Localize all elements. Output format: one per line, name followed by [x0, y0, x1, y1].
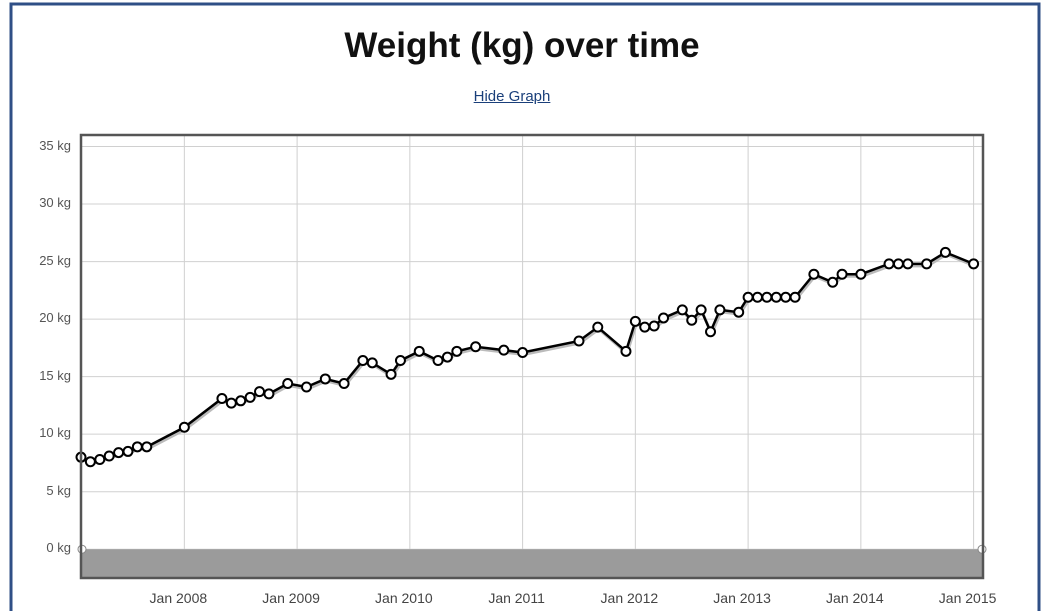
point: [883, 258, 895, 270]
x-tick-label: Jan 2010: [375, 590, 433, 606]
point: [319, 373, 331, 385]
point: [592, 321, 604, 333]
zero-band: [81, 549, 983, 578]
point: [366, 357, 378, 369]
point: [639, 321, 651, 333]
x-tick-label: Jan 2012: [601, 590, 659, 606]
point: [705, 326, 717, 338]
point: [629, 315, 641, 327]
point: [648, 320, 660, 332]
series: [75, 246, 980, 468]
point: [498, 344, 510, 356]
point: [517, 346, 529, 358]
x-tick-label: Jan 2014: [826, 590, 884, 606]
hide-graph-link[interactable]: Hide Graph: [473, 88, 551, 105]
point: [178, 421, 190, 433]
y-tick-label: 30 kg: [39, 195, 71, 211]
point: [752, 291, 763, 303]
point: [770, 291, 782, 303]
chart-title: Weight (kg) over time: [344, 26, 700, 65]
point: [921, 258, 933, 270]
point: [254, 386, 266, 398]
point: [141, 441, 153, 453]
point: [620, 345, 632, 357]
point: [225, 397, 237, 409]
plot-border: [79, 133, 985, 580]
point: [855, 268, 867, 280]
point: [131, 441, 143, 453]
frame: [9, 2, 1041, 611]
point: [470, 341, 482, 353]
y-tick-label: 15 kg: [39, 367, 71, 383]
point: [244, 391, 256, 403]
point: [789, 291, 801, 303]
point: [892, 258, 904, 270]
y-tick-label: 10 kg: [39, 425, 71, 441]
point: [733, 306, 745, 318]
point: [263, 388, 275, 400]
point: [761, 291, 773, 303]
point: [714, 304, 726, 316]
point: [441, 351, 453, 363]
x-tick-label: Jan 2015: [939, 590, 997, 606]
y-tick-label: 5 kg: [46, 482, 71, 498]
x-tick-label: Jan 2009: [262, 590, 320, 606]
point: [658, 312, 670, 324]
point: [235, 395, 247, 407]
point: [84, 456, 96, 468]
point: [357, 355, 369, 367]
point: [394, 355, 406, 367]
point: [216, 392, 228, 404]
point: [808, 268, 820, 280]
point: [301, 381, 312, 393]
point: [122, 445, 134, 457]
hide-graph: Hide Graph: [0, 88, 1024, 105]
point: [385, 368, 397, 380]
x-tick-label: Jan 2013: [713, 590, 771, 606]
point: [338, 378, 350, 390]
point: [432, 355, 444, 367]
point: [836, 268, 848, 280]
below-zero-band: [77, 544, 987, 578]
point: [103, 450, 115, 462]
point: [968, 258, 980, 270]
point: [695, 304, 707, 316]
point: [939, 246, 951, 258]
point: [573, 335, 585, 347]
x-tick-label: Jan 2011: [488, 590, 545, 606]
y-tick-label: 20 kg: [39, 310, 71, 326]
point: [742, 291, 754, 303]
x-tick-label: Jan 2008: [150, 590, 208, 606]
point: [827, 276, 839, 288]
point: [676, 304, 688, 316]
point: [686, 314, 698, 326]
point: [413, 345, 425, 357]
point: [94, 453, 106, 465]
plot-background: [81, 135, 983, 578]
y-tick-label: 25 kg: [39, 252, 71, 268]
y-tick-label: 0 kg: [46, 540, 71, 556]
point: [902, 258, 914, 270]
point: [113, 447, 125, 459]
point: [451, 345, 463, 357]
point: [282, 378, 294, 390]
y-tick-label: 35 kg: [39, 137, 71, 153]
point: [780, 291, 792, 303]
